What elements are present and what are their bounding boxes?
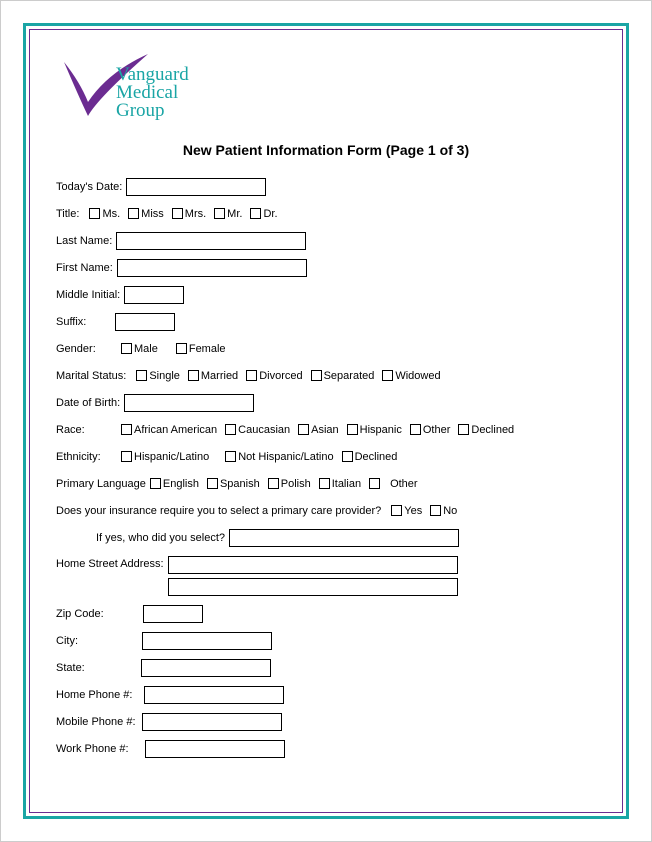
row-if-yes: If yes, who did you select? bbox=[96, 529, 596, 547]
checkbox-ms[interactable] bbox=[89, 208, 100, 219]
checkbox-divorced[interactable] bbox=[246, 370, 257, 381]
checkbox-other-lang[interactable] bbox=[369, 478, 380, 489]
label-zip: Zip Code: bbox=[56, 608, 104, 620]
inner-border: Vanguard Medical Group New Patient Infor… bbox=[29, 29, 623, 813]
row-zip: Zip Code: bbox=[56, 605, 596, 623]
checkbox-asian[interactable] bbox=[298, 424, 309, 435]
label-if-yes: If yes, who did you select? bbox=[96, 532, 225, 544]
label-gender: Gender: bbox=[56, 343, 111, 355]
label-todays-date: Today's Date: bbox=[56, 181, 122, 193]
outer-border: Vanguard Medical Group New Patient Infor… bbox=[23, 23, 629, 819]
checkbox-single[interactable] bbox=[136, 370, 147, 381]
row-city: City: bbox=[56, 632, 596, 650]
input-todays-date[interactable] bbox=[126, 178, 266, 196]
row-suffix: Suffix: bbox=[56, 313, 596, 331]
input-suffix[interactable] bbox=[115, 313, 175, 331]
label-marital: Marital Status: bbox=[56, 370, 126, 382]
input-state[interactable] bbox=[141, 659, 271, 677]
row-insurance-question: Does your insurance require you to selec… bbox=[56, 502, 596, 520]
input-home-phone[interactable] bbox=[144, 686, 284, 704]
row-gender: Gender: Male Female bbox=[56, 340, 596, 358]
row-home-street: Home Street Address: bbox=[56, 556, 596, 596]
checkbox-married[interactable] bbox=[188, 370, 199, 381]
checkbox-hispanic[interactable] bbox=[347, 424, 358, 435]
checkbox-no[interactable] bbox=[430, 505, 441, 516]
label-home-phone: Home Phone #: bbox=[56, 689, 132, 701]
row-mobile-phone: Mobile Phone #: bbox=[56, 713, 596, 731]
label-work-phone: Work Phone #: bbox=[56, 743, 129, 755]
input-home-street-2[interactable] bbox=[168, 578, 458, 596]
label-state: State: bbox=[56, 662, 85, 674]
row-race: Race: African American Caucasian Asian H… bbox=[56, 421, 596, 439]
label-title: Title: bbox=[56, 208, 79, 220]
input-middle-initial[interactable] bbox=[124, 286, 184, 304]
label-primary-language: Primary Language bbox=[56, 478, 146, 490]
checkbox-hispanic-latino[interactable] bbox=[121, 451, 132, 462]
label-suffix: Suffix: bbox=[56, 316, 86, 328]
row-dob: Date of Birth: bbox=[56, 394, 596, 412]
row-marital: Marital Status: Single Married Divorced … bbox=[56, 367, 596, 385]
label-race: Race: bbox=[56, 424, 111, 436]
page: Vanguard Medical Group New Patient Infor… bbox=[0, 0, 652, 842]
checkbox-english[interactable] bbox=[150, 478, 161, 489]
input-home-street-1[interactable] bbox=[168, 556, 458, 574]
label-ethnicity: Ethnicity: bbox=[56, 451, 111, 463]
input-zip[interactable] bbox=[143, 605, 203, 623]
row-todays-date: Today's Date: bbox=[56, 178, 596, 196]
checkbox-caucasian[interactable] bbox=[225, 424, 236, 435]
input-first-name[interactable] bbox=[117, 259, 307, 277]
row-middle-initial: Middle Initial: bbox=[56, 286, 596, 304]
label-dob: Date of Birth: bbox=[56, 397, 120, 409]
checkbox-declined-race[interactable] bbox=[458, 424, 469, 435]
checkbox-separated[interactable] bbox=[311, 370, 322, 381]
input-work-phone[interactable] bbox=[145, 740, 285, 758]
checkbox-african-american[interactable] bbox=[121, 424, 132, 435]
checkbox-declined-ethnicity[interactable] bbox=[342, 451, 353, 462]
row-home-phone: Home Phone #: bbox=[56, 686, 596, 704]
label-insurance-question: Does your insurance require you to selec… bbox=[56, 505, 381, 517]
checkbox-italian[interactable] bbox=[319, 478, 330, 489]
row-last-name: Last Name: bbox=[56, 232, 596, 250]
checkbox-male[interactable] bbox=[121, 343, 132, 354]
logo: Vanguard Medical Group bbox=[56, 50, 596, 128]
checkbox-dr[interactable] bbox=[250, 208, 261, 219]
row-primary-language: Primary Language English Spanish Polish … bbox=[56, 475, 596, 493]
checkbox-mrs[interactable] bbox=[172, 208, 183, 219]
logo-text-3: Group bbox=[116, 100, 165, 121]
input-city[interactable] bbox=[142, 632, 272, 650]
label-middle-initial: Middle Initial: bbox=[56, 289, 120, 301]
checkbox-miss[interactable] bbox=[128, 208, 139, 219]
label-first-name: First Name: bbox=[56, 262, 113, 274]
input-dob[interactable] bbox=[124, 394, 254, 412]
row-first-name: First Name: bbox=[56, 259, 596, 277]
input-last-name[interactable] bbox=[116, 232, 306, 250]
checkbox-spanish[interactable] bbox=[207, 478, 218, 489]
checkbox-widowed[interactable] bbox=[382, 370, 393, 381]
checkbox-other-race[interactable] bbox=[410, 424, 421, 435]
checkbox-not-hispanic-latino[interactable] bbox=[225, 451, 236, 462]
row-ethnicity: Ethnicity: Hispanic/Latino Not Hispanic/… bbox=[56, 448, 596, 466]
checkbox-yes[interactable] bbox=[391, 505, 402, 516]
checkbox-mr[interactable] bbox=[214, 208, 225, 219]
input-mobile-phone[interactable] bbox=[142, 713, 282, 731]
row-title: Title: Ms. Miss Mrs. Mr. Dr. bbox=[56, 205, 596, 223]
label-last-name: Last Name: bbox=[56, 235, 112, 247]
label-home-street: Home Street Address: bbox=[56, 558, 164, 570]
checkbox-polish[interactable] bbox=[268, 478, 279, 489]
input-if-yes[interactable] bbox=[229, 529, 459, 547]
label-city: City: bbox=[56, 635, 78, 647]
form-title: New Patient Information Form (Page 1 of … bbox=[56, 142, 596, 158]
row-state: State: bbox=[56, 659, 596, 677]
checkbox-female[interactable] bbox=[176, 343, 187, 354]
row-work-phone: Work Phone #: bbox=[56, 740, 596, 758]
label-mobile-phone: Mobile Phone #: bbox=[56, 716, 136, 728]
